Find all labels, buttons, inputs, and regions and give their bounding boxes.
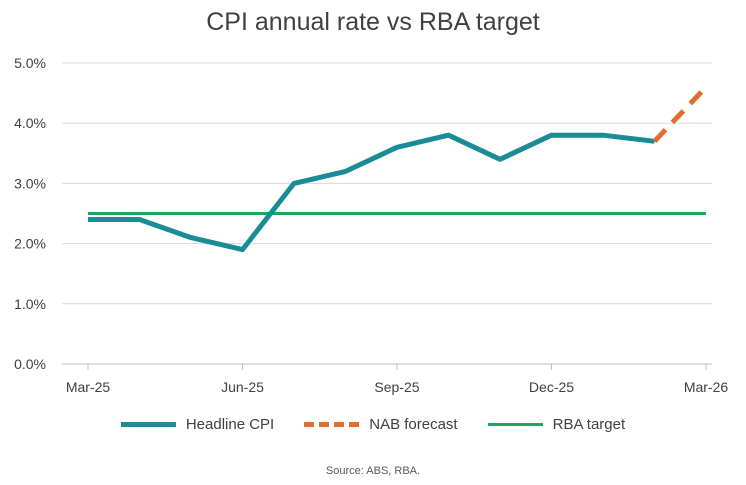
series-line-nab-forecast — [652, 85, 708, 144]
legend-label-headline-cpi: Headline CPI — [185, 416, 275, 433]
chart-title: CPI annual rate vs RBA target — [206, 8, 540, 36]
legend-label-nab-forecast: NAB forecast — [369, 416, 458, 433]
legend: Headline CPI NAB forecast RBA target — [0, 416, 746, 433]
legend-item-rba-target: RBA target — [487, 416, 626, 433]
x-tick-label: Mar-25 — [66, 379, 111, 395]
x-tick-label: Dec-25 — [529, 379, 574, 395]
source-note: Source: ABS, RBA. — [325, 465, 421, 477]
y-tick-label: 5.0% — [14, 55, 46, 71]
y-tick-label: 4.0% — [14, 115, 46, 131]
series-line-headline-cpi — [88, 132, 655, 253]
y-tick-label: 2.0% — [14, 236, 46, 252]
x-tick-label: Jun-25 — [221, 379, 264, 395]
legend-swatch-nab-forecast — [304, 422, 360, 427]
legend-swatch-headline-cpi — [120, 422, 176, 427]
legend-item-nab-forecast: NAB forecast — [304, 416, 458, 433]
x-tick-label: Mar-26 — [684, 379, 729, 395]
legend-swatch-rba-target — [487, 423, 543, 426]
y-tick-label: 0.0% — [14, 356, 46, 372]
x-tick-label: Sep-25 — [374, 379, 419, 395]
legend-item-headline-cpi: Headline CPI — [120, 416, 275, 433]
y-tick-label: 1.0% — [14, 296, 46, 312]
legend-label-rba-target: RBA target — [552, 416, 626, 433]
y-tick-label: 3.0% — [14, 175, 46, 191]
